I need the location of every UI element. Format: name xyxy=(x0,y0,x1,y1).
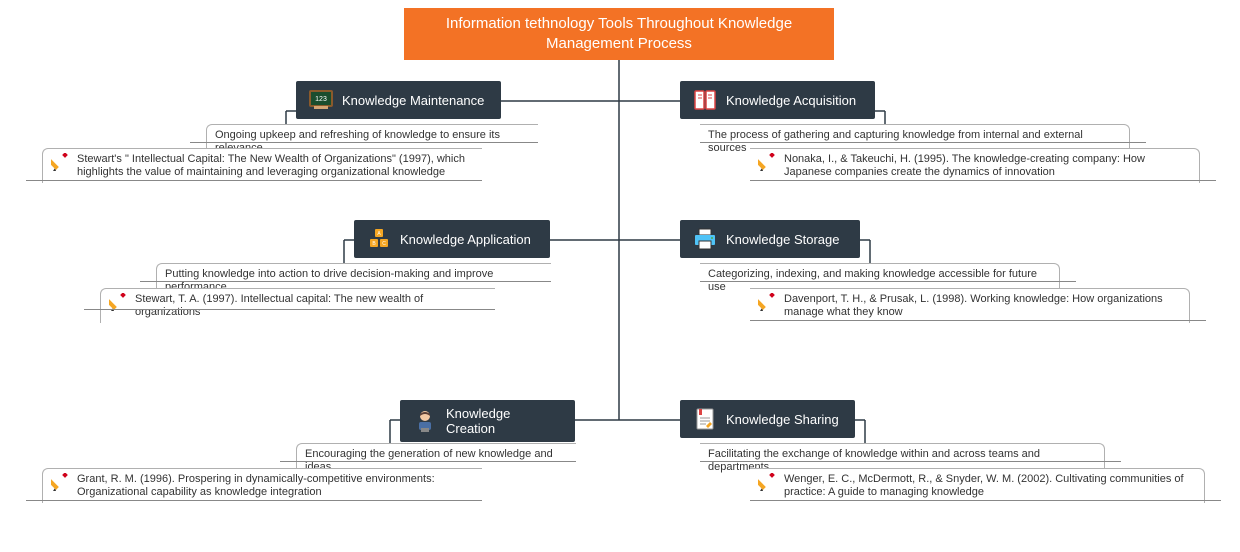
chalkboard-icon: 123 xyxy=(308,87,334,113)
ref-application: Stewart, T. A. (1997). Intellectual capi… xyxy=(100,288,495,323)
branch-knowledge-application: ABC Knowledge Application xyxy=(354,220,550,258)
branch-label: Knowledge Storage xyxy=(726,232,839,247)
underline xyxy=(700,461,1121,462)
doc-icon xyxy=(692,406,718,432)
svg-text:C: C xyxy=(382,241,386,247)
root-node: Information tethnology Tools Throughout … xyxy=(404,8,834,60)
printer-icon xyxy=(692,226,718,252)
underline xyxy=(750,500,1221,501)
pencil-icon xyxy=(758,473,778,493)
underline xyxy=(700,142,1146,143)
branch-label: Knowledge Creation xyxy=(446,406,563,436)
underline xyxy=(190,142,538,143)
svg-text:123: 123 xyxy=(315,96,327,103)
branch-knowledge-acquisition: Knowledge Acquisition xyxy=(680,81,875,119)
branch-label: Knowledge Sharing xyxy=(726,412,839,427)
book-icon xyxy=(692,87,718,113)
ref-storage: Davenport, T. H., & Prusak, L. (1998). W… xyxy=(750,288,1190,323)
branch-label: Knowledge Maintenance xyxy=(342,93,484,108)
underline xyxy=(750,320,1206,321)
branch-knowledge-maintenance: 123 Knowledge Maintenance xyxy=(296,81,501,119)
ref-acquisition: Nonaka, I., & Takeuchi, H. (1995). The k… xyxy=(750,148,1200,183)
underline xyxy=(26,500,482,501)
branch-label: Knowledge Application xyxy=(400,232,531,247)
branch-knowledge-sharing: Knowledge Sharing xyxy=(680,400,855,438)
pencil-icon xyxy=(51,473,71,493)
pencil-icon xyxy=(109,293,129,313)
underline xyxy=(280,461,576,462)
underline xyxy=(750,180,1216,181)
pencil-icon xyxy=(758,293,778,313)
person-icon xyxy=(412,408,438,434)
ref-sharing: Wenger, E. C., McDermott, R., & Snyder, … xyxy=(750,468,1205,503)
underline xyxy=(26,180,482,181)
ref-maintenance: Stewart's " Intellectual Capital: The Ne… xyxy=(42,148,482,183)
root-title-line1: Information tethnology Tools Throughout … xyxy=(446,15,792,32)
branch-label: Knowledge Acquisition xyxy=(726,93,856,108)
ref-creation: Grant, R. M. (1996). Prospering in dynam… xyxy=(42,468,482,503)
pencil-icon xyxy=(758,153,778,173)
branch-knowledge-creation: Knowledge Creation xyxy=(400,400,575,442)
underline xyxy=(140,281,551,282)
branch-knowledge-storage: Knowledge Storage xyxy=(680,220,860,258)
pencil-icon xyxy=(51,153,71,173)
root-title-line2: Management Process xyxy=(546,35,692,52)
underline xyxy=(700,281,1076,282)
blocks-icon: ABC xyxy=(366,226,392,252)
underline xyxy=(84,309,495,310)
